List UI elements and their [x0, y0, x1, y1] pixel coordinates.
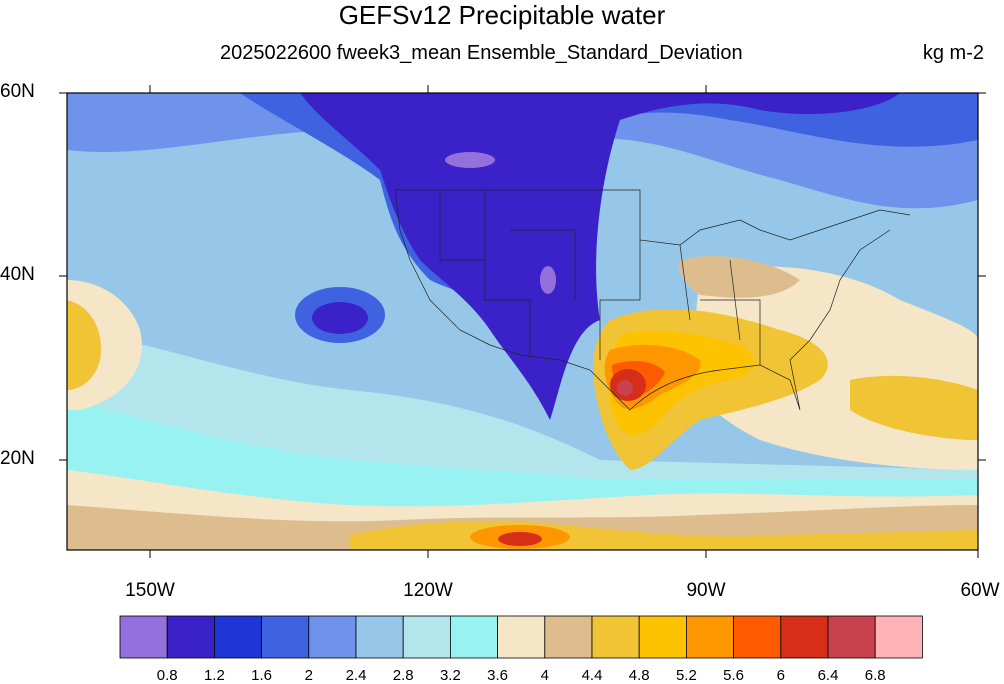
lat-label-40n: 40N	[0, 264, 35, 285]
colorbar-label: 6.8	[864, 667, 886, 684]
precip-field	[67, 93, 978, 550]
colorbar-label: 1.6	[251, 667, 273, 684]
lat-label-60n: 60N	[0, 81, 35, 102]
map-frame	[66, 92, 979, 551]
colorbar-label: 2.4	[345, 667, 367, 684]
colorbar-label: 4	[540, 667, 549, 684]
colorbar-swatch	[166, 615, 215, 659]
colorbar-swatch	[355, 615, 404, 659]
map-boundaries	[394, 189, 911, 411]
colorbar-label: 5.6	[723, 667, 745, 684]
colorbar-label: 2	[304, 667, 313, 684]
axis-ticks	[59, 85, 986, 558]
colorbar	[119, 615, 923, 659]
lon-label-60w: 60W	[960, 580, 1000, 601]
colorbar-label: 5.2	[675, 667, 697, 684]
colorbar-label: 4.8	[628, 667, 650, 684]
colorbar-swatch	[308, 615, 357, 659]
chart-title: GEFSv12 Precipitable water	[338, 0, 666, 30]
colorbar-swatch	[686, 615, 735, 659]
colorbar-swatch	[119, 615, 168, 659]
colorbar-swatch	[780, 615, 829, 659]
colorbar-swatch	[827, 615, 876, 659]
colorbar-swatch	[874, 615, 923, 659]
colorbar-label: 3.6	[487, 667, 509, 684]
colorbar-swatch	[591, 615, 640, 659]
colorbar-swatch	[733, 615, 782, 659]
colorbar-label: 6.4	[817, 667, 839, 684]
lon-label-90w: 90W	[686, 580, 726, 601]
colorbar-swatch	[261, 615, 310, 659]
colorbar-swatch	[544, 615, 593, 659]
colorbar-label: 1.2	[203, 667, 225, 684]
colorbar-swatch	[497, 615, 546, 659]
colorbar-swatch	[402, 615, 451, 659]
lon-label-120w: 120W	[403, 580, 453, 601]
colorbar-swatch	[213, 615, 262, 659]
colorbar-label: 4.4	[581, 667, 603, 684]
chart-subtitle: 2025022600 fweek3_mean Ensemble_Standard…	[220, 42, 743, 64]
colorbar-swatch	[449, 615, 498, 659]
colorbar-label: 3.2	[439, 667, 461, 684]
lon-label-150w: 150W	[125, 580, 175, 601]
colorbar-swatch	[638, 615, 687, 659]
colorbar-label: 2.8	[392, 667, 414, 684]
colorbar-label: 6	[776, 667, 785, 684]
units-label: kg m-2	[922, 42, 984, 64]
colorbar-label: 0.8	[156, 667, 178, 684]
lat-label-20n: 20N	[0, 448, 35, 469]
